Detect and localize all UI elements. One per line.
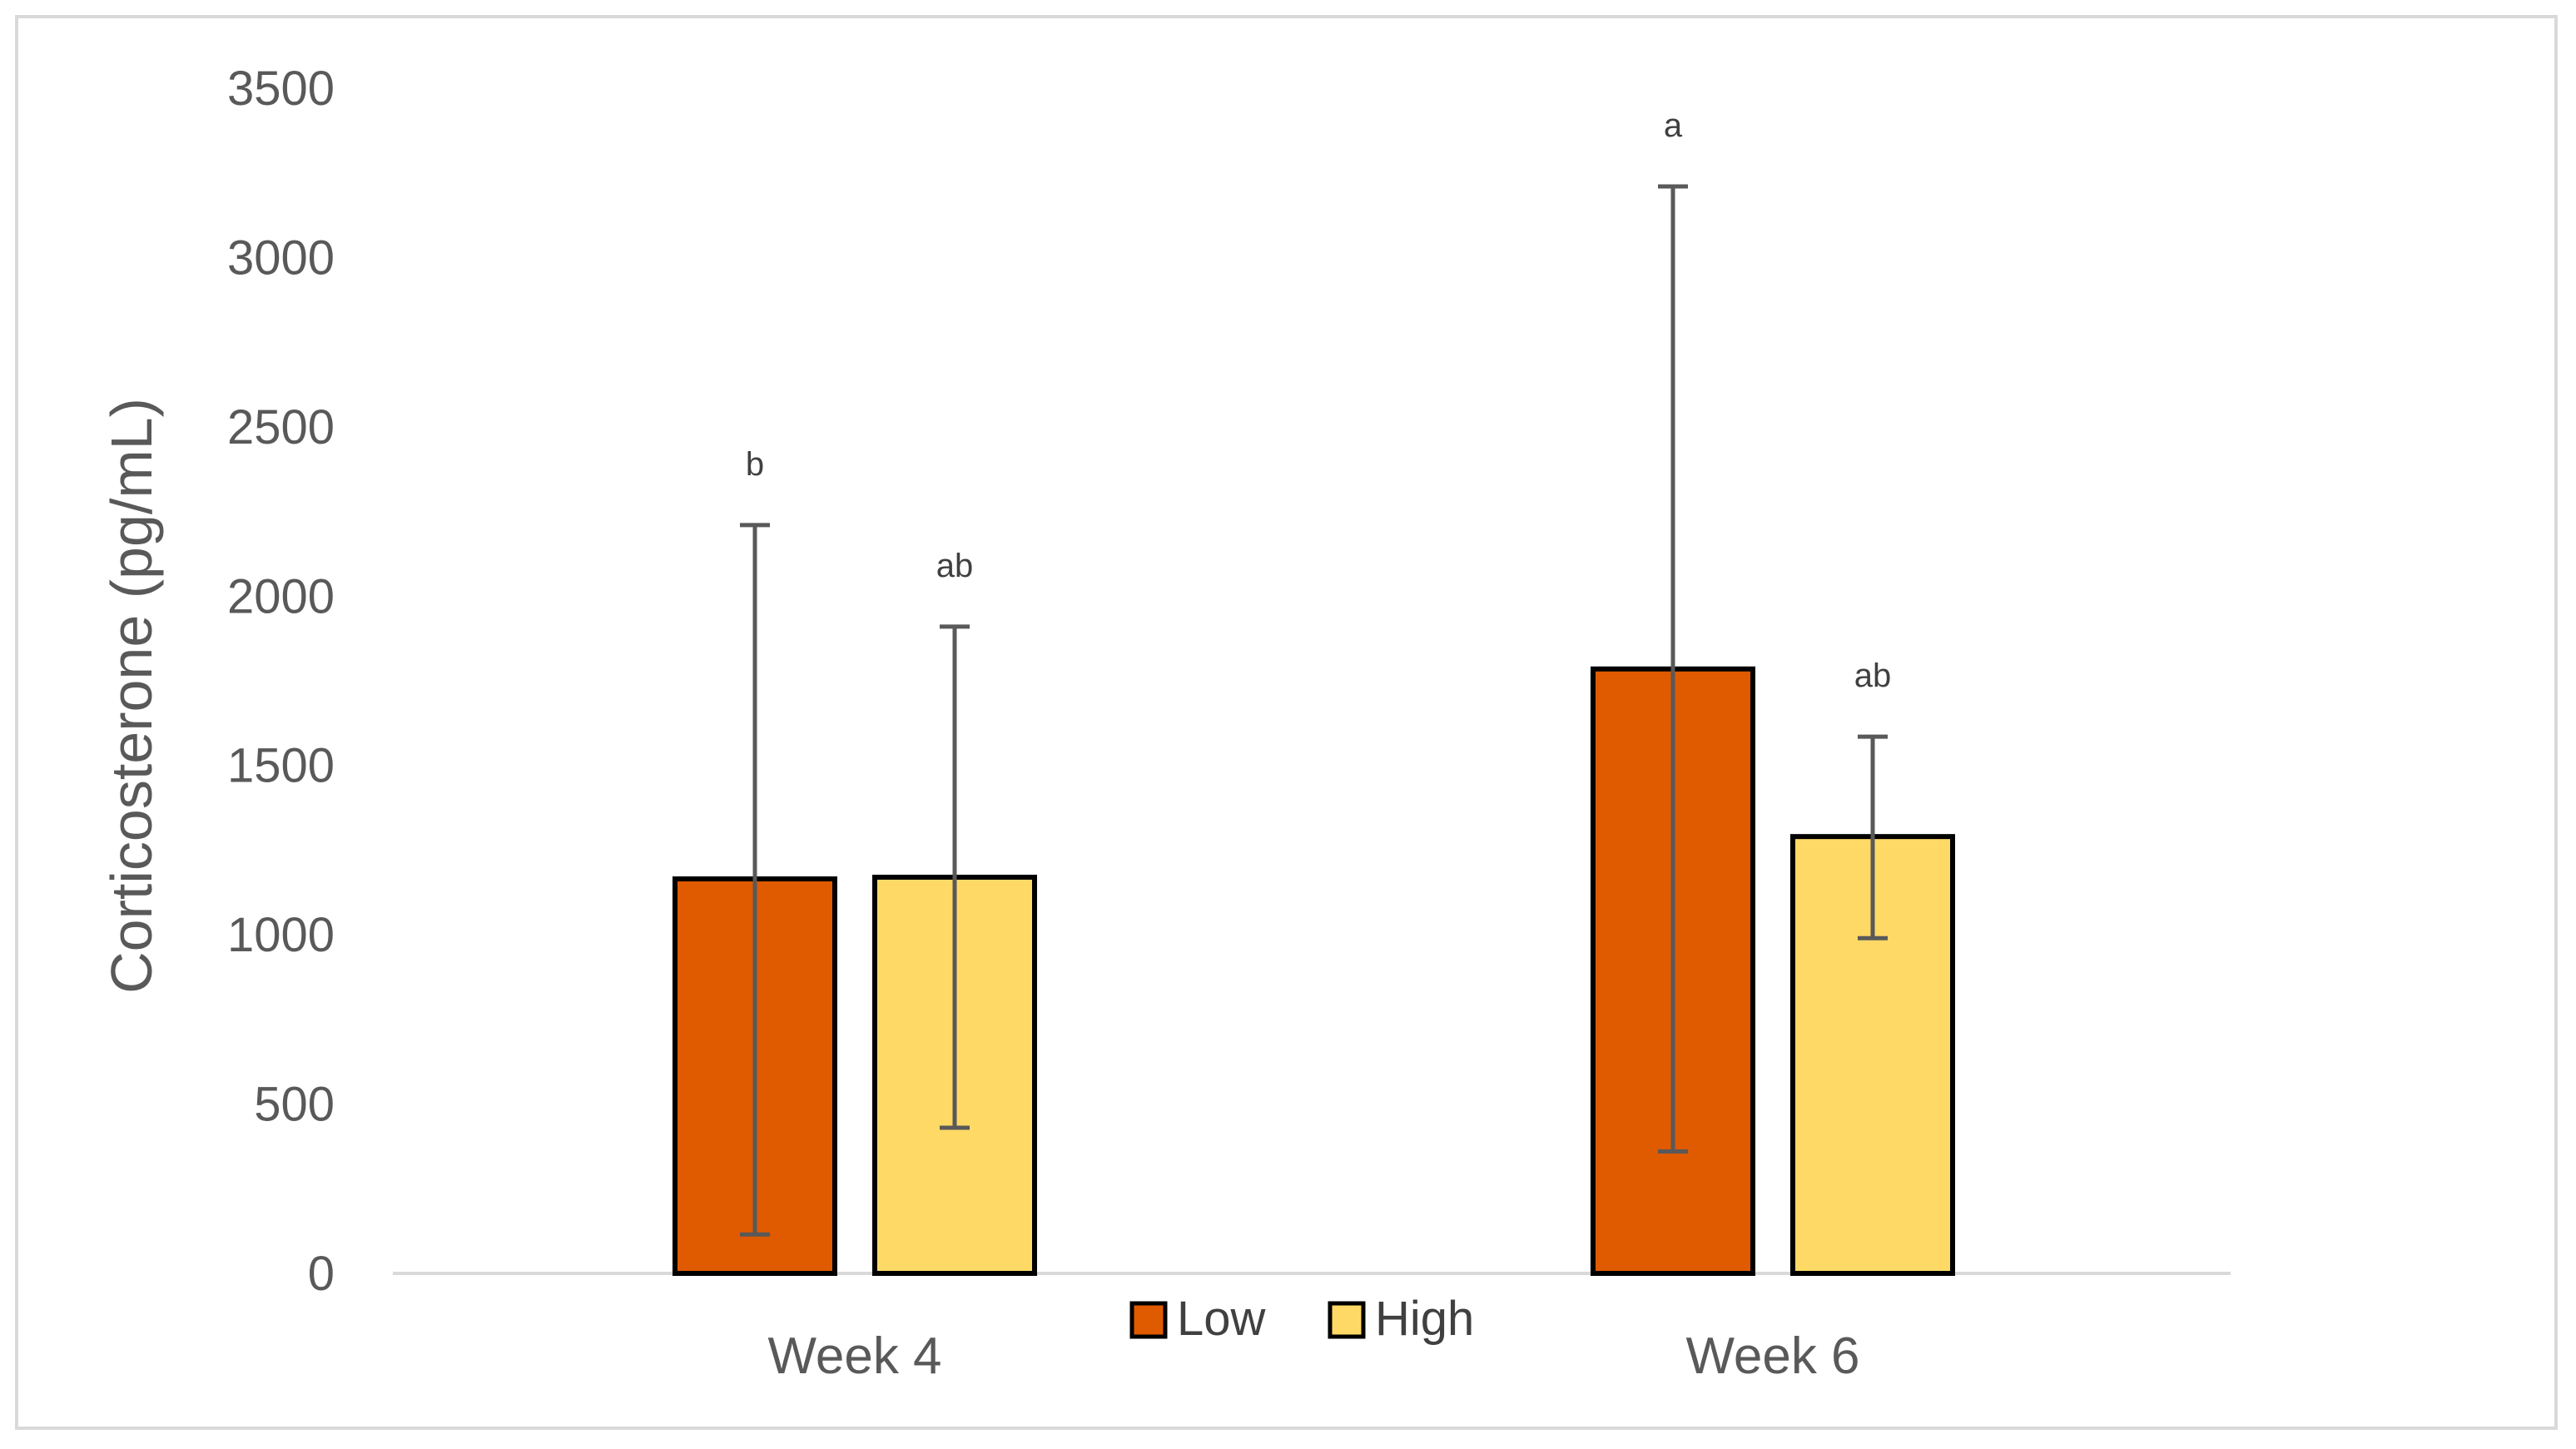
legend-label: Low bbox=[1177, 1292, 1267, 1346]
y-tick-label: 2500 bbox=[227, 400, 335, 454]
y-tick-label: 2000 bbox=[227, 569, 335, 623]
error-bar bbox=[1658, 184, 1688, 1154]
significance-label: b bbox=[746, 446, 764, 483]
y-axis-ticks: 0 500 1000 1500 2000 2500 3000 3500 bbox=[227, 62, 335, 1301]
significance-label: ab bbox=[936, 548, 974, 584]
chart-frame bbox=[15, 15, 2558, 1430]
x-category-label: Week 4 bbox=[767, 1327, 941, 1385]
legend-item-high: High bbox=[1328, 1292, 1474, 1346]
x-axis-categories: Week 4 Week 6 bbox=[767, 1327, 1859, 1385]
y-tick-label: 1500 bbox=[227, 739, 335, 793]
y-tick-label: 1000 bbox=[227, 908, 335, 962]
legend-item-low: Low bbox=[1129, 1292, 1267, 1346]
legend-swatch bbox=[1129, 1301, 1168, 1339]
bars-group bbox=[673, 666, 1955, 1277]
y-tick-label: 500 bbox=[254, 1078, 335, 1132]
legend: Low High bbox=[1129, 1292, 1474, 1346]
significance-label: a bbox=[1664, 107, 1683, 144]
error-bar bbox=[1858, 734, 1888, 940]
error-bar bbox=[740, 523, 770, 1237]
y-tick-label: 3500 bbox=[227, 62, 335, 116]
x-category-label: Week 6 bbox=[1685, 1327, 1859, 1385]
error-bar bbox=[940, 624, 970, 1130]
y-axis-label: Corticosterone (pg/mL) bbox=[99, 398, 164, 994]
legend-label: High bbox=[1375, 1292, 1474, 1346]
y-tick-label: 3000 bbox=[227, 231, 335, 285]
significance-label: ab bbox=[1854, 658, 1892, 694]
y-tick-label: 0 bbox=[308, 1247, 335, 1301]
error-bars-group bbox=[740, 184, 1888, 1237]
significance-labels: b ab a ab bbox=[746, 107, 1891, 694]
legend-swatch bbox=[1328, 1301, 1366, 1339]
